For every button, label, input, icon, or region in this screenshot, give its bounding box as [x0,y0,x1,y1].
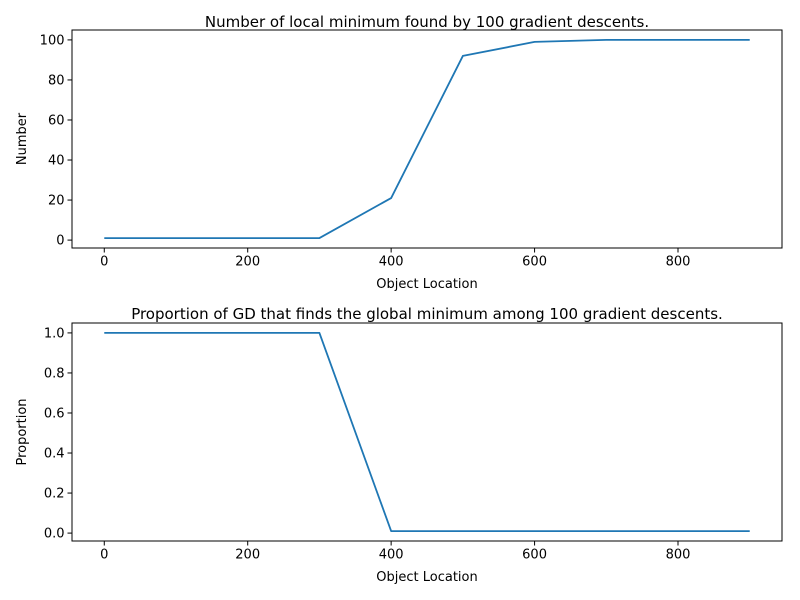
series-line [104,332,750,532]
y-tick-label: 0.0 [44,527,65,542]
y-tick-label: 0.2 [44,487,65,502]
y-tick-label: 80 [48,73,65,88]
plot-frame [71,322,783,542]
chart-panel-1: Number of local minimum found by 100 gra… [15,13,783,292]
x-tick-label: 400 [379,548,404,563]
x-tick-label: 400 [379,255,404,270]
y-tick-label: 1.0 [44,326,65,341]
plot-frame [71,29,783,249]
y-axis-label: Number [15,112,30,165]
chart-panel-2: Proportion of GD that finds the global m… [15,305,783,585]
y-tick-label: 100 [40,33,65,48]
x-tick-label: 800 [666,255,691,270]
x-tick-label: 200 [235,548,260,563]
x-tick-label: 600 [522,255,547,270]
x-tick-label: 800 [666,548,691,563]
x-tick-label: 200 [235,255,260,270]
y-tick-label: 60 [48,113,65,128]
y-axis-label: Proportion [15,398,30,465]
series-line [104,39,750,239]
y-tick-label: 0.4 [44,447,65,462]
x-axis-label: Object Location [376,277,477,292]
x-tick-label: 0 [100,255,108,270]
y-tick-label: 40 [48,154,65,169]
y-tick-label: 20 [48,194,65,209]
y-tick-label: 0.8 [44,366,65,381]
x-tick-label: 0 [100,548,108,563]
chart-title: Number of local minimum found by 100 gra… [205,13,649,31]
y-tick-label: 0 [56,234,64,249]
x-tick-label: 600 [522,548,547,563]
y-tick-label: 0.6 [44,406,65,421]
x-axis-label: Object Location [376,570,477,585]
chart-title: Proportion of GD that finds the global m… [131,305,723,323]
